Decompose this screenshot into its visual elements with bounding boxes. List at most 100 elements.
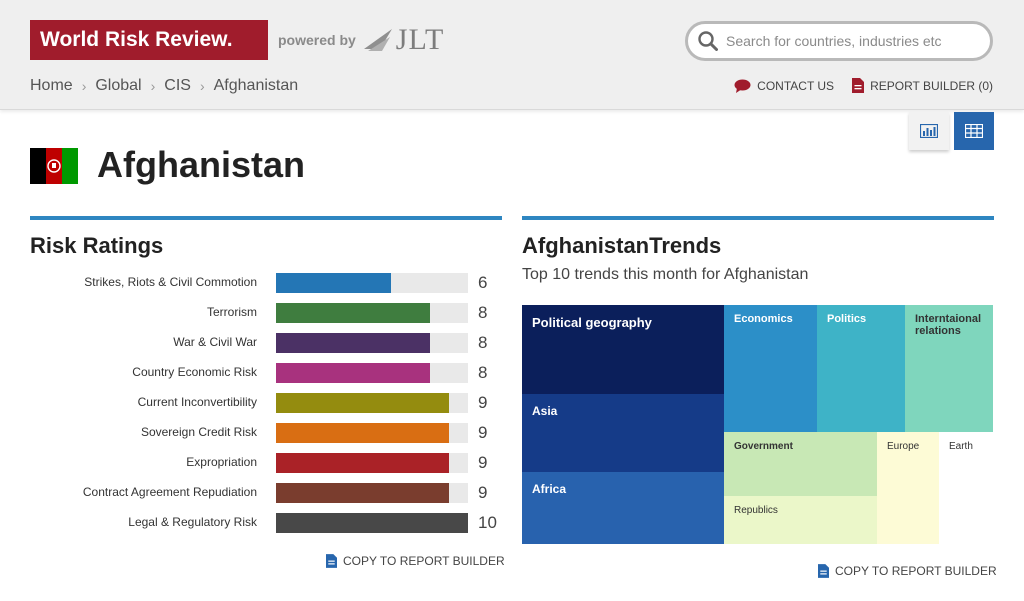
treemap-tile-label: Earth — [949, 441, 973, 452]
risk-rating-value: 8 — [478, 363, 488, 382]
flag-stripe-black — [30, 148, 46, 184]
report-builder-label: REPORT BUILDER (0) — [870, 78, 993, 93]
risk-rating-label: Contract Agreement Repudiation — [82, 485, 257, 499]
risk-rating-row: Terrorism 8 — [30, 303, 510, 323]
risk-rating-row: Expropriation 9 — [30, 453, 510, 473]
chart-view-button[interactable] — [909, 112, 949, 150]
jlt-logo[interactable]: JLT — [362, 23, 445, 57]
risk-rating-label: Current Inconvertibility — [137, 395, 257, 409]
country-flag — [30, 148, 78, 184]
breadcrumb: Home › Global › CIS › Afghanistan — [30, 77, 298, 95]
page-title: Afghanistan — [97, 144, 306, 185]
risk-rating-bar — [276, 273, 392, 293]
risk-rating-track — [276, 513, 468, 533]
treemap-tile-label: Africa — [532, 482, 567, 496]
trends-title: AfghanistanTrends — [522, 233, 722, 258]
treemap-tile[interactable]: Economics — [724, 305, 817, 432]
risk-rating-label: War & Civil War — [173, 335, 257, 349]
treemap-tile[interactable]: Republics — [724, 496, 877, 544]
risk-rating-row: Legal & Regulatory Risk 10 — [30, 513, 510, 533]
treemap-tile[interactable]: Europe — [877, 432, 939, 544]
copy-trends-button[interactable]: COPY TO REPORT BUILDER — [818, 564, 997, 578]
trends-subtitle: Top 10 trends this month for Afghanistan — [522, 266, 809, 283]
risk-rating-label: Legal & Regulatory Risk — [128, 515, 257, 529]
contact-us-link[interactable]: CONTACT US — [734, 79, 834, 93]
treemap-tile[interactable]: Government — [724, 432, 877, 496]
risk-rating-label: Strikes, Riots & Civil Commotion — [84, 275, 257, 289]
document-icon — [326, 554, 337, 568]
risk-rating-bar — [276, 363, 430, 383]
breadcrumb-cis[interactable]: CIS — [164, 77, 191, 94]
risk-rating-bar — [276, 513, 468, 533]
bar-chart-icon — [920, 124, 938, 138]
search-icon — [698, 31, 718, 51]
risk-rating-value: 8 — [478, 333, 488, 352]
header-links: CONTACT US REPORT BUILDER (0) — [716, 78, 993, 93]
search-box[interactable] — [685, 21, 993, 61]
jlt-sail-icon — [363, 29, 392, 51]
treemap-tile[interactable]: Asia — [522, 394, 724, 472]
risk-rating-track — [276, 333, 468, 353]
treemap-tile-label: Economics — [734, 313, 793, 325]
risk-rating-value: 9 — [478, 393, 488, 412]
trends-treemap: Political geography Asia Africa Economics Po… — [522, 305, 993, 544]
risk-rating-row: Contract Agreement Repudiation 9 — [30, 483, 510, 503]
risk-rating-value: 9 — [478, 483, 488, 502]
risk-rating-label: Sovereign Credit Risk — [140, 425, 257, 439]
speech-bubble-icon — [734, 79, 751, 93]
copy-risk-ratings-button[interactable]: COPY TO REPORT BUILDER — [326, 554, 505, 568]
risk-rating-value: 6 — [478, 273, 488, 292]
risk-rating-bar — [276, 303, 430, 323]
risk-rating-track — [276, 483, 468, 503]
risk-rating-row: Strikes, Riots & Civil Commotion 6 — [30, 273, 510, 293]
risk-rating-value: 10 — [478, 513, 497, 532]
breadcrumb-home[interactable]: Home — [30, 77, 73, 94]
treemap-tile[interactable]: Earth — [939, 432, 993, 544]
breadcrumb-current: Afghanistan — [213, 77, 299, 94]
treemap-tile[interactable]: Politics — [817, 305, 905, 432]
treemap-tile-label: Europe — [887, 441, 920, 452]
risk-rating-row: War & Civil War 8 — [30, 333, 510, 353]
jlt-logo-text: JLT — [395, 23, 445, 56]
breadcrumb-global[interactable]: Global — [95, 77, 142, 94]
risk-ratings-divider — [30, 216, 502, 220]
risk-rating-bar — [276, 483, 449, 503]
risk-rating-bar — [276, 453, 449, 473]
flag-stripe-green — [62, 148, 78, 184]
treemap-tile-label: Asia — [532, 404, 558, 418]
risk-rating-bar — [276, 393, 449, 413]
flag-stripe-red — [46, 148, 62, 184]
search-input[interactable] — [726, 33, 976, 49]
chevron-right-icon: › — [150, 78, 156, 94]
chevron-right-icon: › — [81, 78, 87, 94]
document-icon — [818, 564, 829, 578]
risk-rating-row: Current Inconvertibility 9 — [30, 393, 510, 413]
risk-rating-row: Sovereign Credit Risk 9 — [30, 423, 510, 443]
risk-rating-value: 9 — [478, 423, 488, 442]
report-builder-link[interactable]: REPORT BUILDER (0) — [852, 78, 993, 93]
powered-by-label: powered by — [278, 32, 356, 48]
table-view-button[interactable] — [954, 112, 994, 150]
treemap-tile[interactable]: Political geography — [522, 305, 724, 394]
risk-rating-track — [276, 423, 468, 443]
site-header: World Risk Review. powered by JLT Home ›… — [0, 0, 1024, 110]
risk-rating-track — [276, 273, 468, 293]
treemap-tile[interactable]: Interntaional relations — [905, 305, 993, 432]
risk-rating-bar — [276, 333, 430, 353]
treemap-tile-label: Government — [734, 441, 793, 452]
copy-risk-ratings-label: COPY TO REPORT BUILDER — [343, 554, 505, 568]
risk-rating-label: Expropriation — [186, 455, 257, 469]
treemap-tile-label: Political geography — [532, 315, 652, 330]
powered-by: powered by JLT — [278, 23, 445, 57]
trends-divider — [522, 216, 994, 220]
risk-rating-value: 9 — [478, 453, 488, 472]
contact-us-label: CONTACT US — [757, 78, 835, 93]
treemap-tile-label: Politics — [827, 313, 867, 325]
risk-rating-track — [276, 363, 468, 383]
treemap-tile[interactable]: Africa — [522, 472, 724, 544]
site-logo[interactable]: World Risk Review. — [30, 20, 268, 60]
table-grid-icon — [965, 124, 983, 138]
risk-ratings-title: Risk Ratings — [30, 233, 164, 258]
risk-rating-track — [276, 453, 468, 473]
treemap-tile-label: Interntaional relations — [915, 313, 982, 337]
